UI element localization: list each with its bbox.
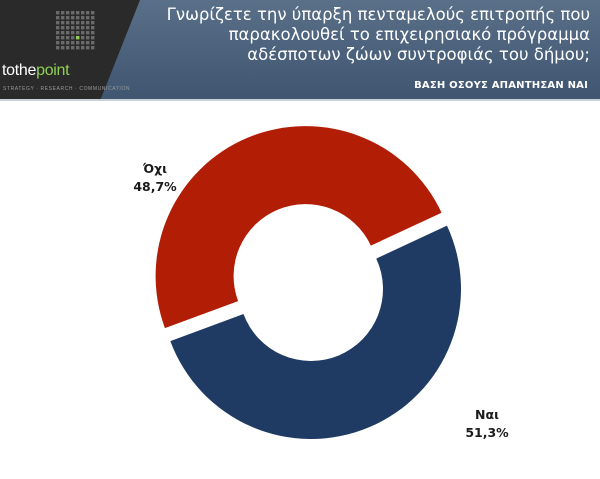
page-title-line-1: Γνωρίζετε την ύπαρξη πενταμελούς επιτροπ… <box>166 5 590 24</box>
logo-dot <box>61 11 65 15</box>
slice-value-label: 51,3% <box>465 425 509 440</box>
logo-dot <box>91 31 95 35</box>
logo-dot <box>76 16 80 20</box>
logo-dot <box>91 11 95 15</box>
logo-dot <box>71 11 75 15</box>
logo-dot <box>56 16 60 20</box>
donut-slice-no <box>155 126 442 329</box>
logo-dot <box>81 26 85 30</box>
logo-dot <box>91 26 95 30</box>
logo-dot <box>76 46 80 50</box>
logo-grid-icon <box>56 11 95 50</box>
logo-dot <box>86 31 90 35</box>
slice-value-label: 48,7% <box>133 179 177 194</box>
logo-accent-dot <box>76 36 80 40</box>
logo-dot <box>81 46 85 50</box>
logo-dot <box>86 41 90 45</box>
donut-slice-yes <box>170 225 461 439</box>
logo-dot <box>86 21 90 25</box>
header-band <box>0 0 600 101</box>
donut-chart: Ναι 51,3% Όχι 48,7% <box>133 126 509 440</box>
logo-dot <box>56 36 60 40</box>
logo-dot <box>81 11 85 15</box>
logo-dot <box>61 16 65 20</box>
logo-text-accent: point <box>36 62 70 79</box>
logo-dot <box>71 41 75 45</box>
logo-dot <box>71 26 75 30</box>
logo-dot <box>66 11 70 15</box>
logo-dot <box>56 46 60 50</box>
logo-dot <box>66 36 70 40</box>
logo-dot <box>76 31 80 35</box>
logo-dot <box>81 16 85 20</box>
page-title-line-3: αδέσποτων ζώων συντροφιάς του δήμου; <box>247 45 590 64</box>
logo-dot <box>71 36 75 40</box>
logo-dot <box>61 21 65 25</box>
logo-dot <box>71 16 75 20</box>
logo-text-prefix: tothe <box>2 62 37 79</box>
logo-dot <box>76 41 80 45</box>
title-panel: Γνωρίζετε την ύπαρξη πενταμελούς επιτροπ… <box>0 0 600 101</box>
logo-dot <box>86 36 90 40</box>
logo-dot <box>91 16 95 20</box>
logo-dot <box>91 36 95 40</box>
logo-dot <box>76 11 80 15</box>
page-title-line-2: παρακολουθεί το επιχειρησιακό πρόγραμμα <box>228 25 590 44</box>
logo-dot <box>66 21 70 25</box>
logo-dot <box>66 46 70 50</box>
logo-dot <box>86 26 90 30</box>
logo-dot <box>61 46 65 50</box>
logo-dot <box>71 46 75 50</box>
base-label: ΒΑΣΗ ΟΣΟΥΣ ΑΠΑΝΤΗΣΑΝ ΝΑΙ <box>414 80 588 91</box>
logo-dot <box>81 36 85 40</box>
logo-dot <box>71 21 75 25</box>
logo-dot <box>66 16 70 20</box>
logo-dot <box>81 31 85 35</box>
logo-dot <box>61 26 65 30</box>
logo-dot <box>86 11 90 15</box>
logo-dot <box>86 46 90 50</box>
logo-tagline: STRATEGY · RESEARCH · COMMUNICATION <box>3 86 131 92</box>
logo-dot <box>61 31 65 35</box>
logo-dot <box>91 21 95 25</box>
logo-dot <box>66 41 70 45</box>
logo-dot <box>76 26 80 30</box>
logo-dot <box>56 26 60 30</box>
logo-dot <box>56 31 60 35</box>
logo-dot <box>71 31 75 35</box>
logo-dot <box>91 41 95 45</box>
logo-dot <box>56 41 60 45</box>
header: tothepoint STRATEGY · RESEARCH · COMMUNI… <box>0 0 600 101</box>
logo-dot <box>81 41 85 45</box>
logo-dot <box>56 11 60 15</box>
logo-dot <box>81 21 85 25</box>
logo-dot <box>66 31 70 35</box>
slice-category-label: Όχι <box>142 161 167 176</box>
logo-dot <box>56 21 60 25</box>
logo-dot <box>61 36 65 40</box>
logo: tothepoint <box>2 62 70 80</box>
logo-dot <box>86 16 90 20</box>
logo-dot <box>61 41 65 45</box>
logo-dot <box>91 46 95 50</box>
logo-dot <box>76 21 80 25</box>
logo-dot <box>66 26 70 30</box>
slice-category-label: Ναι <box>475 407 499 422</box>
